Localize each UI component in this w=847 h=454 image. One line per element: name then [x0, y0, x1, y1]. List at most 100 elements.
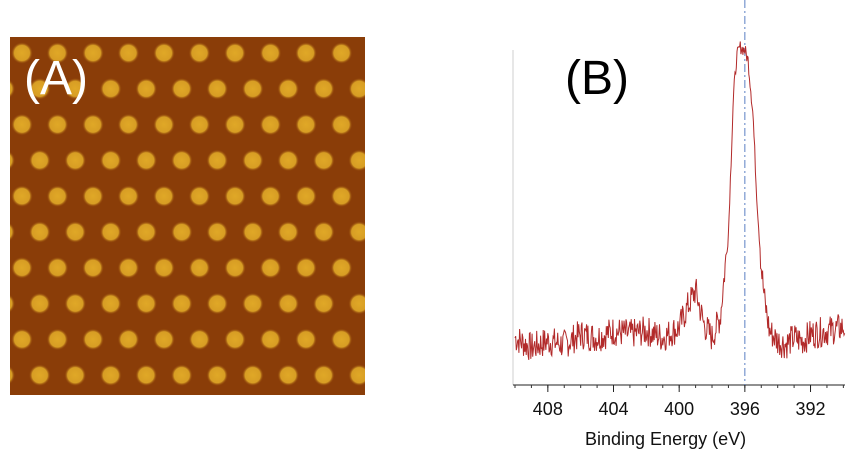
afm-spot: [295, 256, 317, 279]
afm-spot: [64, 149, 87, 172]
afm-spot: [348, 364, 365, 387]
afm-spot: [46, 185, 69, 208]
afm-spot: [82, 256, 104, 279]
afm-spot: [99, 292, 122, 315]
x-tick-label: 400: [664, 399, 694, 419]
afm-spot: [259, 185, 282, 208]
afm-spot: [348, 77, 365, 100]
afm-spot: [188, 42, 211, 64]
afm-spot: [170, 292, 193, 315]
afm-spot: [224, 185, 246, 208]
afm-spot: [330, 256, 353, 279]
afm-spot: [206, 364, 229, 387]
afm-spot: [259, 113, 282, 136]
afm-spot: [224, 113, 246, 136]
afm-spot: [46, 42, 69, 64]
afm-spot: [46, 113, 69, 136]
afm-spot: [170, 149, 193, 172]
afm-spot: [206, 149, 229, 172]
afm-spot: [277, 77, 300, 100]
afm-spot: [330, 185, 353, 208]
afm-spot: [99, 221, 122, 243]
x-tick-label: 408: [533, 399, 563, 419]
afm-spot: [153, 256, 175, 279]
afm-spot: [348, 221, 365, 243]
afm-topography-image: [10, 37, 365, 395]
afm-spot: [117, 256, 140, 279]
afm-spot: [259, 256, 282, 279]
afm-spot: [277, 364, 300, 387]
x-axis-label: Binding Energy (eV): [585, 429, 747, 449]
afm-spot: [224, 328, 246, 351]
afm-spot: [64, 292, 87, 315]
xps-spectrum-chart: 408 404 400 396 392: [512, 0, 846, 419]
afm-spot: [10, 294, 16, 313]
afm-spot: [277, 221, 300, 243]
afm-spot: [28, 292, 51, 315]
afm-spot: [312, 77, 335, 100]
afm-spot: [224, 42, 246, 64]
afm-spot: [295, 113, 317, 136]
afm-spot: [135, 77, 158, 100]
afm-spot: [99, 77, 122, 100]
afm-spot: [10, 365, 16, 385]
afm-spot: [170, 364, 193, 387]
afm-spot: [135, 221, 158, 243]
afm-spot: [153, 42, 175, 64]
afm-spot: [46, 256, 69, 279]
afm-spot: [82, 185, 104, 208]
afm-spot: [28, 221, 51, 243]
afm-spot: [10, 222, 16, 242]
afm-spot: [11, 328, 33, 351]
panel-b-label: (B): [565, 52, 629, 105]
afm-spot: [99, 149, 122, 172]
afm-spot: [10, 151, 16, 170]
afm-spot: [241, 364, 264, 387]
afm-spot: [170, 77, 193, 100]
afm-spot: [153, 328, 175, 351]
afm-spot: [277, 292, 300, 315]
afm-spot: [295, 42, 317, 64]
afm-spot: [153, 113, 175, 136]
afm-spot: [64, 77, 87, 100]
afm-spot: [170, 221, 193, 243]
afm-spot: [135, 364, 158, 387]
afm-spot: [11, 113, 33, 136]
afm-spot: [241, 292, 264, 315]
afm-spot: [277, 149, 300, 172]
afm-spot: [312, 149, 335, 172]
afm-spot: [312, 221, 335, 243]
x-tick-label: 396: [730, 399, 760, 419]
afm-spot: [117, 328, 140, 351]
afm-spot: [135, 149, 158, 172]
afm-spot: [28, 364, 51, 387]
afm-spot: [82, 113, 104, 136]
afm-spot: [10, 79, 16, 99]
afm-spot: [241, 221, 264, 243]
afm-spot: [82, 328, 104, 351]
afm-spot: [46, 328, 69, 351]
afm-spot: [153, 185, 175, 208]
afm-spot: [330, 113, 353, 136]
afm-spot: [11, 42, 33, 64]
afm-spot: [188, 113, 211, 136]
spectrum-line: [514, 41, 846, 360]
afm-spot: [206, 221, 229, 243]
afm-spot: [188, 256, 211, 279]
afm-spot: [295, 185, 317, 208]
afm-spot: [330, 42, 353, 64]
afm-spot: [224, 256, 246, 279]
afm-spot: [11, 185, 33, 208]
afm-spot: [259, 42, 282, 64]
afm-image-panel: [10, 37, 365, 395]
x-tick-label: 404: [598, 399, 628, 419]
afm-spot: [28, 149, 51, 172]
afm-spot: [348, 149, 365, 172]
afm-spot: [64, 221, 87, 243]
afm-spot: [117, 113, 140, 136]
afm-spot: [241, 77, 264, 100]
x-tick-label: 392: [795, 399, 825, 419]
afm-spot: [82, 42, 104, 64]
afm-spot: [135, 292, 158, 315]
afm-spot: [330, 328, 353, 351]
